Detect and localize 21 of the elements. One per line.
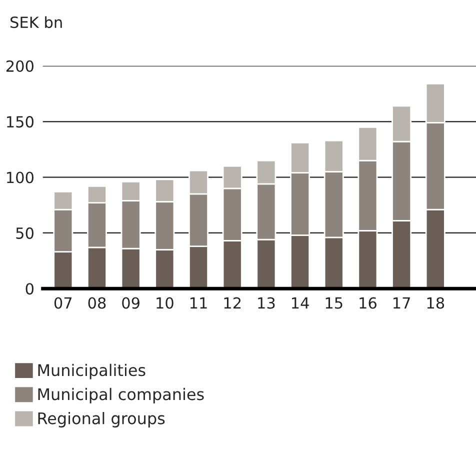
- legend-label: Municipalities: [38, 364, 146, 380]
- y-tick-label: 150: [7, 116, 34, 128]
- x-tick-label: 09: [122, 297, 140, 309]
- x-tick-label: 13: [258, 297, 275, 309]
- x-tick-label: 17: [394, 297, 410, 309]
- x-tick-label: 16: [360, 297, 376, 309]
- y-tick-label: 200: [6, 60, 34, 72]
- legend-label: Municipal companies: [38, 388, 204, 404]
- x-tick-label: 10: [156, 297, 174, 309]
- x-tick-label: 12: [224, 297, 241, 309]
- legend-label: Regional groups: [38, 412, 165, 428]
- y-axis-title: SEK bn: [10, 16, 62, 28]
- x-tick-label: 11: [190, 297, 207, 309]
- x-tick-label: 07: [54, 297, 72, 309]
- x-tick-label: 14: [292, 297, 309, 309]
- x-tick-label: 15: [326, 297, 342, 309]
- x-tick-label: 08: [88, 297, 106, 309]
- x-tick-label: 18: [427, 297, 444, 309]
- y-tick-label: 100: [7, 172, 34, 184]
- y-tick-label: 0: [26, 283, 34, 295]
- y-tick-label: 50: [16, 227, 34, 239]
